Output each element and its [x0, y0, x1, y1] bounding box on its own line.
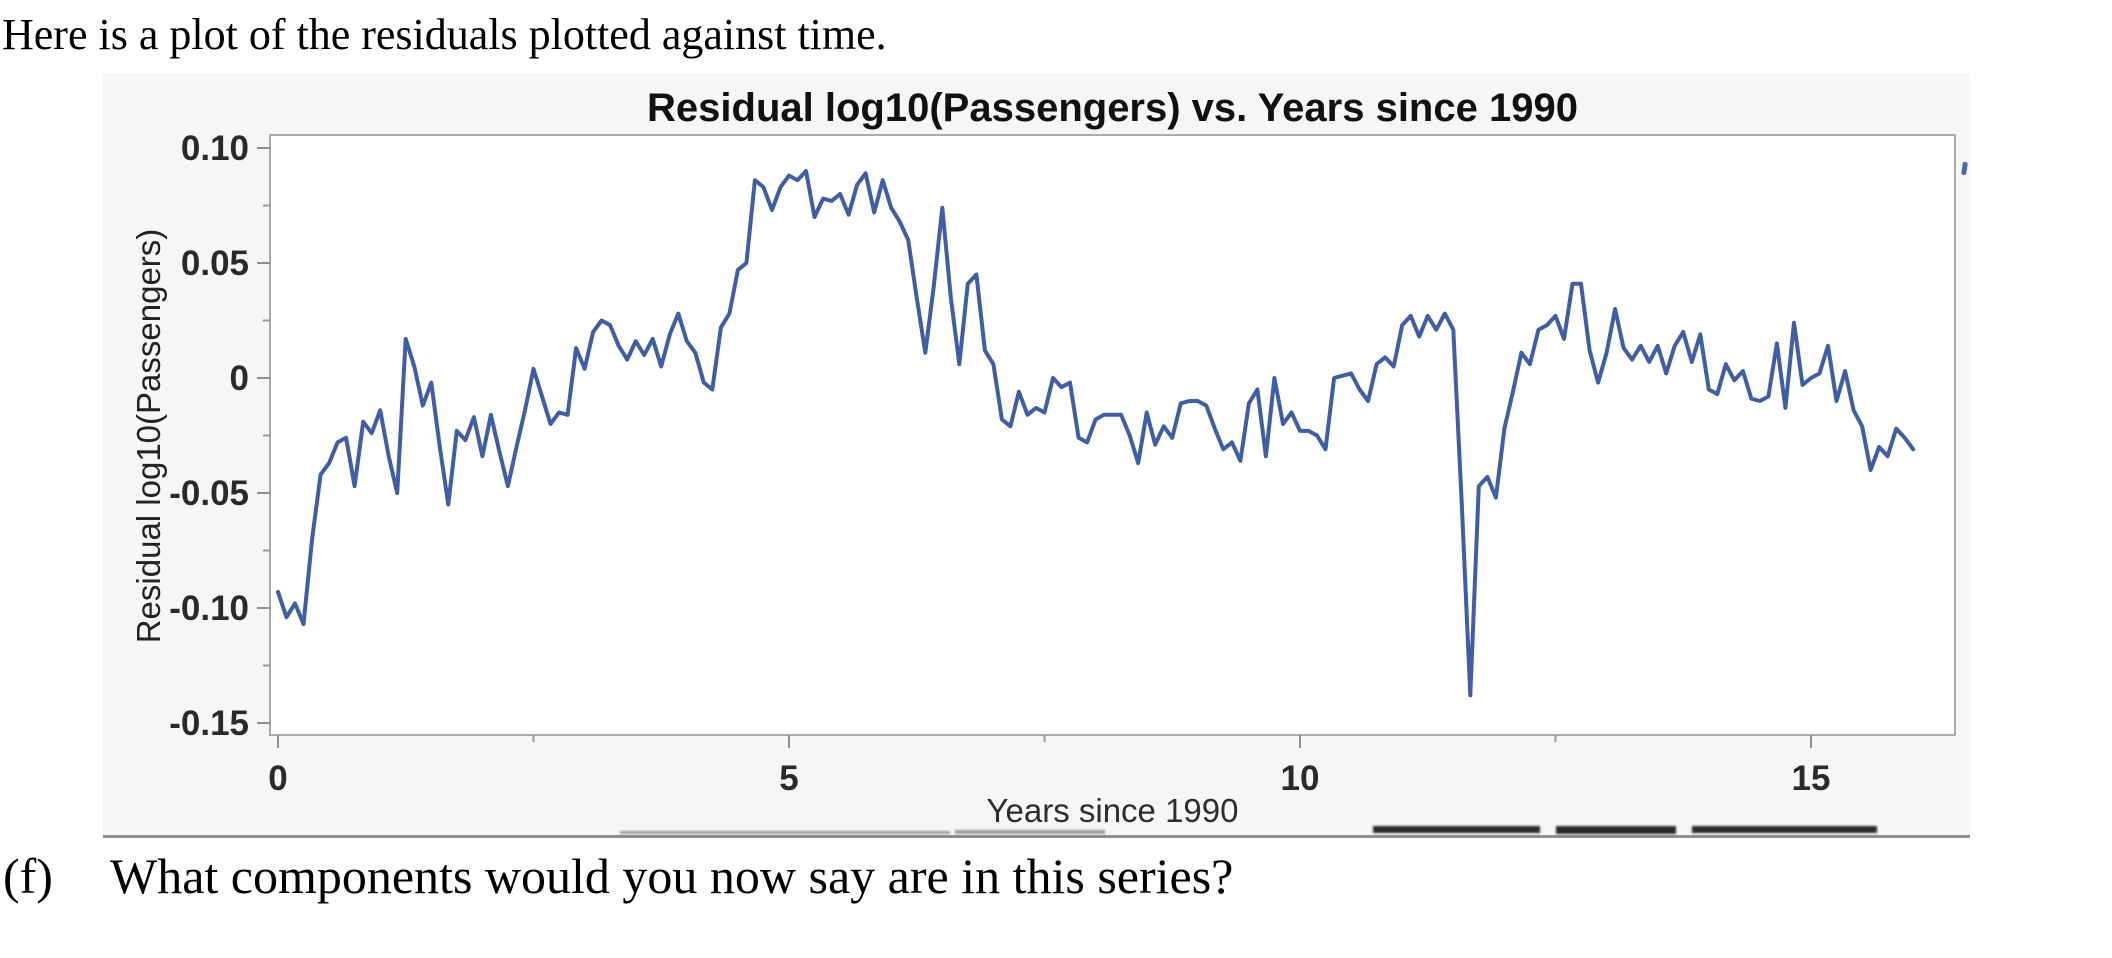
y-tick-label: 0.10 [181, 129, 249, 168]
y-tick-label: -0.10 [169, 589, 249, 628]
x-tick-label: 0 [268, 759, 287, 798]
x-tick-label: 10 [1281, 759, 1320, 798]
y-tick-label: 0.05 [181, 244, 249, 283]
x-tick-label: 5 [779, 759, 798, 798]
question-text: What components would you now say are in… [110, 848, 1234, 904]
y-tick-label: 0 [230, 359, 249, 398]
y-axis-title: Residual log10(Passengers) [130, 228, 167, 644]
question-label: (f) [3, 848, 53, 904]
cropped-text-smudge [1692, 826, 1877, 833]
intro-text: Here is a plot of the residuals plotted … [2, 10, 887, 59]
x-tick-label: 15 [1792, 759, 1831, 798]
cropped-text-smudge [955, 830, 1105, 834]
residual-series-line [276, 169, 1916, 698]
cropped-text-smudge [1373, 826, 1540, 833]
y-tick-label: -0.15 [169, 704, 249, 743]
x-axis-title: Years since 1990 [986, 792, 1239, 829]
cropped-text-smudge [620, 831, 950, 834]
chart-title: Residual log10(Passengers) vs. Years sin… [647, 86, 1578, 130]
plot-frame [269, 134, 1956, 736]
y-tick-label: -0.05 [169, 474, 249, 513]
cropped-text-smudge [1556, 826, 1676, 834]
